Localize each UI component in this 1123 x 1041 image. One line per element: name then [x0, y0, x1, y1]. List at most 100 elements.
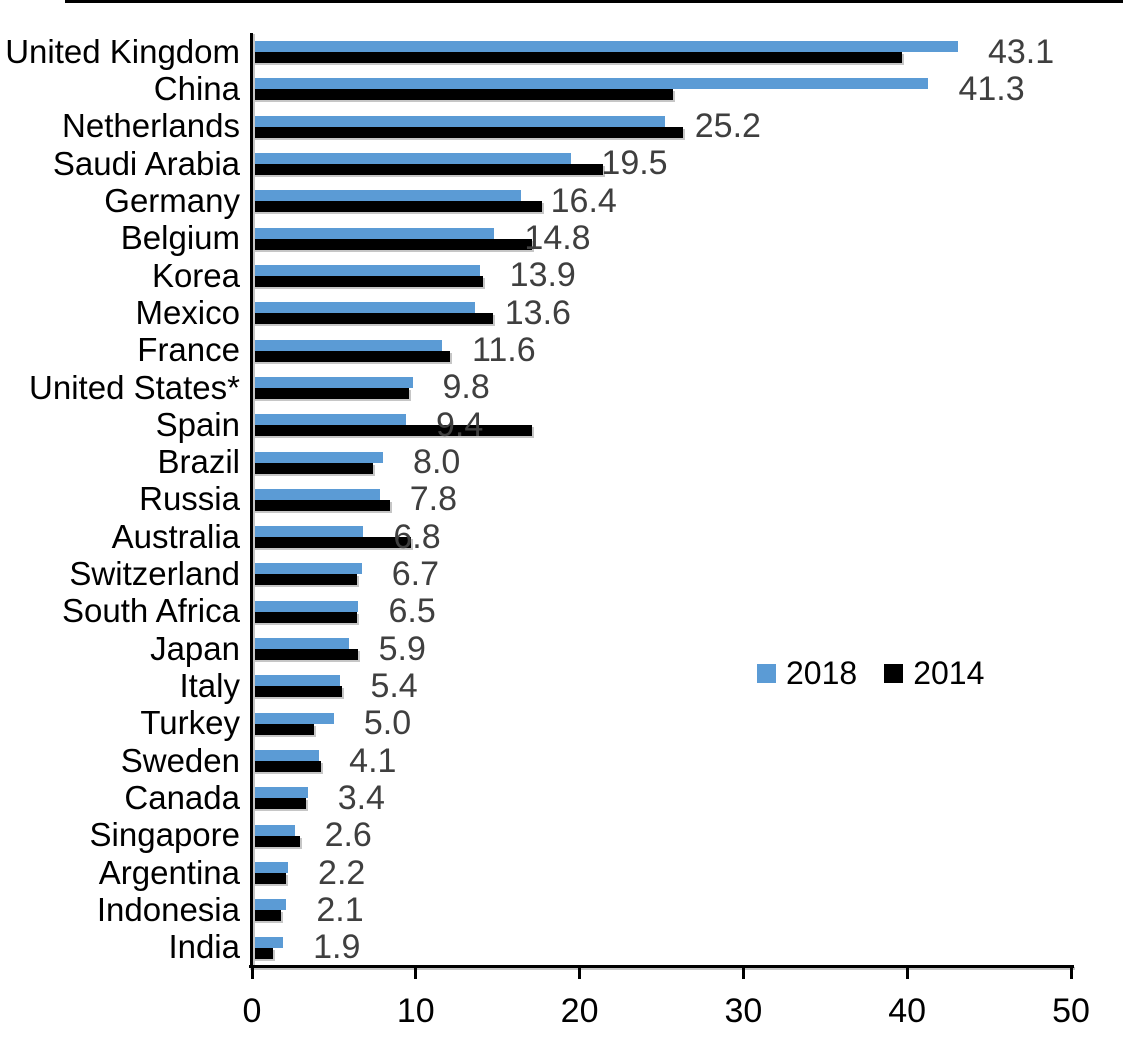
x-axis-tick: [905, 968, 909, 979]
legend-item-2018: 2018: [757, 655, 857, 692]
bar-2018: [252, 264, 480, 276]
category-label: Sweden: [120, 741, 240, 779]
bar-2018: [252, 339, 442, 351]
value-label: 5.9: [378, 629, 426, 668]
value-label: 13.6: [504, 293, 571, 332]
chart-row: Switzerland 6.7: [0, 554, 1123, 593]
bar-2014: [252, 89, 673, 101]
value-label: 16.4: [550, 181, 617, 220]
legend-item-2014: 2014: [884, 655, 984, 692]
bar-2014: [252, 462, 374, 474]
x-axis-tick-label: 30: [724, 992, 763, 1030]
chart-row: Korea 13.9: [0, 256, 1123, 295]
category-label: Russia: [139, 480, 240, 518]
legend-label: 2018: [786, 654, 858, 691]
chart-row: Australia 6.8: [0, 517, 1123, 556]
chart-row: South Africa 6.5: [0, 592, 1123, 630]
value-label: 9.4: [435, 405, 484, 444]
bar-2014: [252, 201, 542, 213]
value-label: 2.2: [318, 853, 366, 892]
x-axis-tick-label: 0: [242, 992, 262, 1030]
bar-2014: [252, 723, 315, 735]
x-axis-tick: [414, 968, 418, 979]
chart-row: Saudi Arabia 19.5: [0, 144, 1123, 182]
bar-2018: [252, 750, 320, 762]
bar-2014: [252, 611, 357, 623]
top-border-line: [65, 0, 1123, 3]
value-label: 8.0: [413, 443, 461, 482]
chart-row: United States* 9.8: [0, 368, 1123, 407]
bar-2014: [252, 126, 683, 138]
bar-2014: [252, 649, 359, 661]
bar-2014: [252, 350, 451, 362]
category-label: Indonesia: [96, 891, 240, 929]
category-label: Mexico: [135, 293, 240, 331]
chart-row: India 1.9: [0, 928, 1123, 966]
x-axis-tick-label: 20: [560, 992, 599, 1030]
x-axis-line: [249, 965, 1074, 968]
bar-2018: [252, 824, 295, 836]
chart-row: Argentina 2.2: [0, 853, 1123, 892]
chart-row: Sweden 4.1: [0, 741, 1123, 780]
category-label: Australia: [111, 517, 240, 555]
bar-2018: [252, 787, 308, 799]
value-label: 3.4: [337, 778, 385, 817]
bar-2018: [252, 152, 572, 164]
bar-2018: [252, 675, 341, 687]
bar-2014: [252, 425, 533, 437]
bar-2018: [252, 190, 521, 202]
bar-2018: [252, 302, 475, 314]
bar-2014: [252, 910, 282, 922]
chart-row: Canada 3.4: [0, 778, 1123, 817]
value-label: 5.4: [370, 666, 418, 705]
y-axis-line: [250, 33, 253, 968]
category-label: Switzerland: [69, 555, 240, 593]
bar-2018: [252, 414, 406, 426]
bar-2018: [252, 115, 665, 127]
chart-row: Belgium 14.8: [0, 219, 1123, 257]
chart-row: Netherlands 25.2: [0, 107, 1123, 145]
value-label: 43.1: [987, 32, 1055, 71]
category-label: Korea: [151, 256, 240, 294]
bar-2014: [252, 798, 307, 810]
category-label: Germany: [104, 181, 240, 219]
bar-2014: [252, 686, 343, 698]
value-label: 13.9: [509, 256, 576, 295]
chart-row: Spain 9.4: [0, 405, 1123, 444]
bar-2014: [252, 537, 411, 549]
value-label: 6.8: [393, 517, 441, 556]
value-label: 4.1: [349, 741, 397, 780]
bar-2014: [252, 163, 603, 175]
bar-2014: [252, 275, 483, 287]
bar-2014: [252, 238, 533, 250]
value-label: 5.0: [363, 704, 412, 743]
bar-2014: [252, 574, 357, 586]
category-label: France: [137, 331, 240, 369]
category-label: Spain: [155, 405, 240, 443]
bar-2018: [252, 227, 495, 239]
chart-row: Mexico 13.6: [0, 293, 1123, 332]
bar-2014: [252, 947, 274, 959]
chart-row: Italy 5.4: [0, 666, 1123, 705]
chart-row: United Kingdom 43.1: [0, 32, 1123, 71]
value-label: 11.6: [472, 331, 536, 370]
x-axis-tick: [578, 968, 582, 979]
chart-row: Turkey 5.0: [0, 704, 1123, 743]
value-label: 41.3: [958, 69, 1025, 108]
category-label: Italy: [179, 667, 240, 705]
category-label: Brazil: [157, 443, 240, 481]
value-label: 9.8: [442, 368, 490, 407]
bar-2018: [252, 862, 289, 874]
x-axis-tick-label: 50: [1052, 992, 1090, 1030]
chart-row: Germany 16.4: [0, 181, 1123, 220]
value-label: 2.1: [316, 890, 364, 929]
bar-2014: [252, 313, 493, 325]
bar-2014: [252, 52, 903, 63]
category-label: South Africa: [62, 592, 240, 630]
x-axis-tick: [741, 968, 745, 979]
category-label: Netherlands: [62, 107, 240, 145]
value-label: 6.7: [391, 554, 439, 593]
bar-2018: [252, 488, 380, 500]
x-axis-tick: [1069, 968, 1073, 979]
